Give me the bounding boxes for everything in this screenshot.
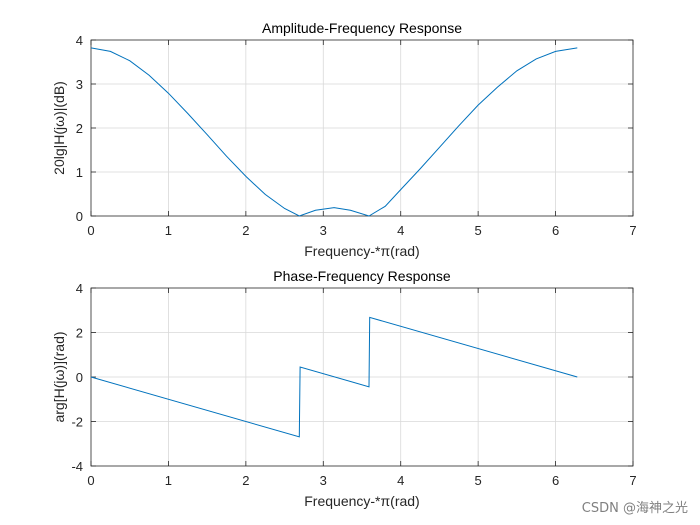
- x-tick-label: 2: [242, 223, 249, 238]
- x-tick-label: 2: [242, 473, 249, 488]
- x-tick-label: 6: [552, 223, 559, 238]
- x-tick-label: 3: [320, 473, 327, 488]
- x-tick-label: 1: [165, 473, 172, 488]
- series-line-magnitude: [90, 47, 578, 217]
- x-tick-label: 4: [397, 223, 404, 238]
- y-tick-label: 4: [76, 281, 83, 296]
- x-axis-label: Frequency-*π(rad): [304, 243, 419, 259]
- axes-amplitude: 0 1 2 3 4 5 6 7 0 1 2 3 4 Amplitude-Frequency Respons…: [51, 20, 637, 259]
- x-tick-label: 0: [87, 473, 94, 488]
- y-tick-label: 0: [76, 370, 83, 385]
- x-tick-label: 5: [475, 473, 482, 488]
- y-tick-label: -4: [71, 459, 83, 474]
- watermark-text: CSDN @海神之光: [582, 501, 688, 516]
- x-tick-label: 0: [87, 223, 94, 238]
- x-tick-label: 5: [475, 223, 482, 238]
- chart-title: Amplitude-Frequency Response: [262, 20, 462, 36]
- series-line-phase: [90, 316, 578, 438]
- y-axis-label: arg[H(jω)](rad): [51, 331, 67, 422]
- x-tick-label: 6: [552, 473, 559, 488]
- y-tick-label: -2: [71, 415, 83, 430]
- x-tick-label: 7: [629, 223, 636, 238]
- x-axis-label: Frequency-*π(rad): [304, 493, 419, 509]
- y-tick-label: 3: [76, 77, 83, 92]
- y-tick-label: 4: [76, 33, 83, 48]
- y-tick-label: 2: [76, 121, 83, 136]
- x-tick-label: 7: [629, 473, 636, 488]
- y-axis-label: 20lg|H(jω)|(dB): [51, 81, 67, 175]
- x-tick-label: 1: [165, 223, 172, 238]
- y-tick-label: 1: [76, 165, 83, 180]
- x-tick-label: 4: [397, 473, 404, 488]
- x-tick-label: 3: [320, 223, 327, 238]
- axes-phase: 0 1 2 3 4 5 6 7 -4 -2 0 2 4 Phase-Frequency Response F…: [51, 268, 637, 509]
- chart-title: Phase-Frequency Response: [273, 268, 451, 284]
- y-tick-label: 0: [76, 209, 83, 224]
- y-tick-label: 2: [76, 326, 83, 341]
